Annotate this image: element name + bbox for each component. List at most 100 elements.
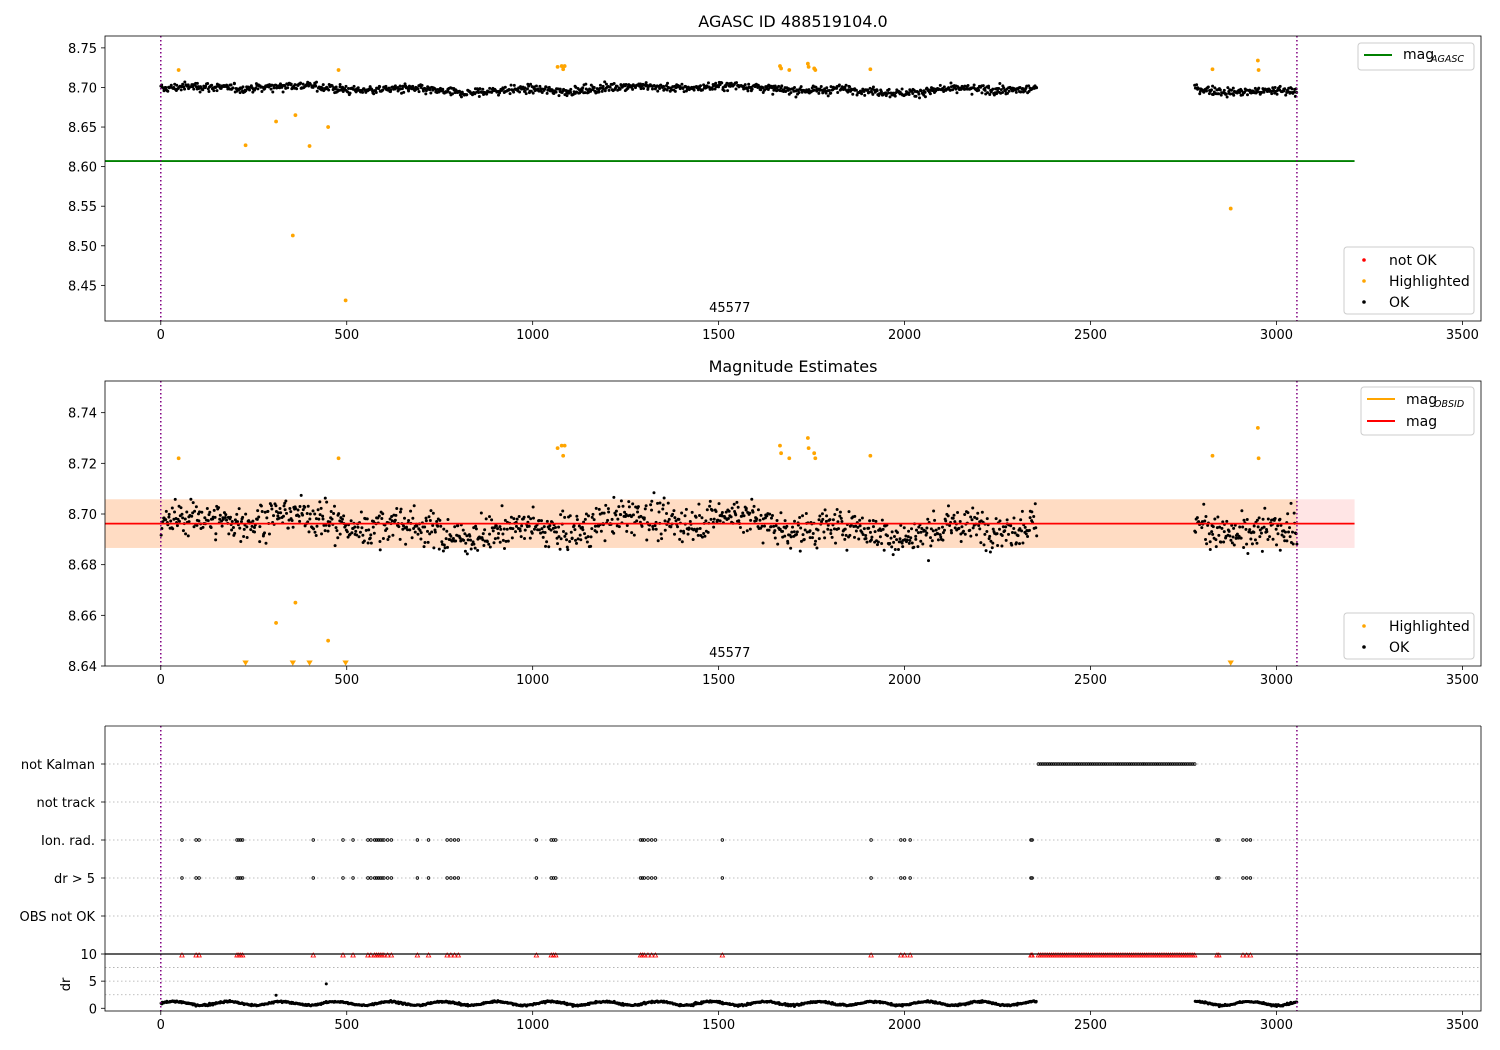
- ok-point: [819, 84, 823, 88]
- ok-point: [768, 512, 772, 516]
- highlighted-point: [787, 68, 792, 72]
- ok-point: [590, 515, 594, 519]
- ok-point: [724, 510, 728, 514]
- ok-point: [183, 80, 187, 84]
- ok-point: [825, 86, 829, 90]
- ok-point: [987, 537, 991, 541]
- ok-point: [726, 89, 730, 93]
- ok-point: [683, 514, 687, 518]
- ok-point: [389, 88, 393, 92]
- flag-point: [366, 838, 370, 842]
- ok-point: [744, 506, 748, 510]
- x-tick-label: 2000: [888, 673, 921, 688]
- flag-point: [449, 876, 453, 880]
- ok-point: [241, 85, 245, 89]
- y-axis-label: dr: [59, 977, 74, 991]
- ok-point: [1032, 515, 1036, 519]
- ok-point: [934, 528, 938, 532]
- ok-point: [917, 525, 921, 529]
- flag-point: [1215, 876, 1219, 880]
- ok-point: [316, 508, 320, 512]
- ok-point: [298, 519, 302, 523]
- ok-point: [712, 517, 716, 521]
- ok-point: [843, 537, 847, 541]
- ok-point: [892, 535, 896, 539]
- y-tick-label: 8.50: [68, 240, 97, 255]
- ok-points: [159, 80, 1299, 100]
- ok-point: [488, 532, 492, 536]
- ok-point: [483, 528, 487, 532]
- ok-point: [232, 82, 236, 86]
- ok-point: [210, 83, 214, 87]
- flag-point: [351, 876, 355, 880]
- ok-point: [688, 520, 692, 524]
- ok-point: [318, 500, 322, 504]
- ok-point: [583, 517, 587, 521]
- ok-point: [487, 542, 491, 546]
- ok-point: [462, 538, 466, 542]
- ok-point: [896, 548, 900, 552]
- ok-point: [991, 87, 995, 91]
- ok-point: [770, 514, 774, 518]
- ok-point: [241, 515, 245, 519]
- highlighted-clipped-marker: [242, 660, 249, 666]
- highlighted-point: [290, 233, 295, 238]
- ok-point: [303, 505, 307, 509]
- flag-point: [197, 876, 201, 880]
- ok-point: [734, 513, 738, 517]
- ok-point: [349, 519, 353, 523]
- ok-point: [368, 536, 372, 540]
- ok-point: [704, 519, 708, 523]
- ok-point: [500, 504, 504, 508]
- highlighted-point: [555, 64, 560, 69]
- dr-clipped-marker: [641, 952, 648, 958]
- flag-point: [902, 838, 907, 842]
- ok-point: [636, 510, 640, 514]
- ok-point: [694, 515, 698, 519]
- y-tick-label: 10: [80, 948, 97, 963]
- ok-point: [1291, 530, 1295, 534]
- ok-point: [1293, 94, 1297, 98]
- ok-point: [989, 539, 993, 543]
- ok-point: [829, 528, 833, 532]
- ok-point: [858, 518, 862, 522]
- dr-clipped-marker: [897, 952, 904, 958]
- not-kalman-point: [1044, 762, 1048, 766]
- ok-point: [529, 82, 533, 86]
- not-kalman-point: [1159, 762, 1163, 766]
- ok-point: [258, 525, 262, 529]
- ok-point: [671, 512, 675, 516]
- ok-point: [527, 515, 531, 519]
- highlighted-points: [176, 58, 1261, 303]
- highlighted-clipped-marker: [342, 660, 349, 666]
- ok-point: [726, 516, 730, 520]
- ok-point: [902, 526, 906, 530]
- ok-point: [710, 508, 714, 512]
- ok-point: [522, 515, 526, 519]
- ok-point: [644, 81, 648, 85]
- ok-point: [777, 84, 781, 88]
- ok-point: [185, 510, 189, 514]
- ok-point: [512, 517, 516, 521]
- ok-point: [1010, 543, 1014, 547]
- ok-point: [720, 511, 724, 515]
- ok-point: [827, 89, 831, 93]
- ok-point: [461, 528, 465, 532]
- ok-point: [518, 90, 522, 94]
- ok-point: [332, 504, 336, 508]
- ok-point: [606, 518, 610, 522]
- flag-point: [720, 876, 725, 880]
- ok-point: [329, 509, 333, 513]
- ok-point: [227, 532, 231, 536]
- ok-point: [1230, 523, 1234, 527]
- ok-point: [769, 525, 773, 529]
- ok-point: [863, 93, 867, 97]
- ok-point: [335, 529, 339, 533]
- ok-point: [938, 83, 942, 87]
- ok-point: [925, 531, 929, 535]
- not-kalman-point: [1047, 762, 1052, 766]
- ok-point: [338, 85, 342, 89]
- ok-point: [497, 93, 501, 97]
- ok-point: [803, 528, 807, 532]
- dr-clipped-marker: [414, 952, 421, 958]
